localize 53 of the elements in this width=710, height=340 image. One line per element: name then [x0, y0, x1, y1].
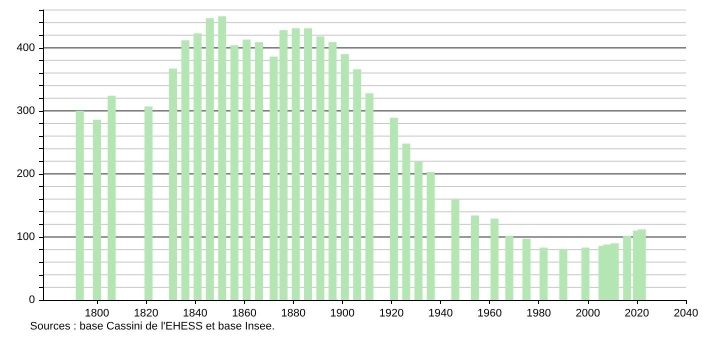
bar: [270, 56, 278, 300]
x-tick-label: 1940: [428, 308, 453, 320]
bar: [581, 248, 590, 300]
bar: [194, 33, 202, 300]
bar: [144, 106, 153, 300]
x-tick-label: 1880: [281, 308, 306, 320]
bar: [426, 172, 435, 300]
x-tick-label: 1820: [134, 308, 158, 320]
x-tick-label: 1980: [526, 308, 551, 320]
y-tick-label: 0: [28, 294, 35, 306]
bar: [340, 54, 349, 300]
bar: [414, 162, 422, 300]
x-tick-label: 1900: [330, 308, 355, 320]
x-tick-label: 2020: [624, 308, 650, 320]
bar: [181, 40, 190, 300]
x-tick-label: 2000: [576, 308, 600, 320]
bar: [108, 96, 116, 300]
bar: [218, 16, 226, 300]
x-tick-label: 1920: [379, 308, 404, 320]
y-tick-label: 300: [16, 104, 35, 117]
bar: [540, 248, 548, 300]
bar: [304, 28, 312, 300]
y-tick-label: 400: [16, 42, 35, 54]
bar: [230, 45, 238, 300]
bar: [169, 68, 178, 300]
bar: [76, 110, 84, 300]
bar: [490, 218, 499, 300]
x-tick-label: 1840: [182, 308, 208, 320]
bar: [522, 238, 530, 300]
bar: [206, 18, 214, 300]
bar: [328, 42, 337, 300]
x-tick-label: 2040: [674, 308, 698, 320]
bar: [470, 216, 479, 300]
bar: [353, 69, 362, 300]
bar: [92, 120, 101, 300]
bar: [623, 236, 632, 300]
bar: [365, 93, 374, 300]
bar: [390, 118, 398, 300]
bar: [280, 30, 288, 300]
bar: [559, 248, 568, 300]
bar: [451, 200, 460, 300]
bar: [254, 42, 263, 300]
bar: [242, 40, 251, 300]
y-tick-label: 200: [16, 168, 35, 180]
bar: [402, 144, 410, 300]
x-tick-label: 1800: [84, 308, 110, 320]
bar: [292, 28, 300, 300]
bar: [505, 236, 514, 300]
source-note: Sources : base Cassini de l'EHESS et base Insee.: [30, 320, 275, 332]
y-tick-label: 100: [16, 230, 35, 243]
x-tick-label: 1960: [477, 308, 502, 320]
bar: [316, 36, 324, 300]
x-tick-label: 1860: [232, 308, 256, 320]
